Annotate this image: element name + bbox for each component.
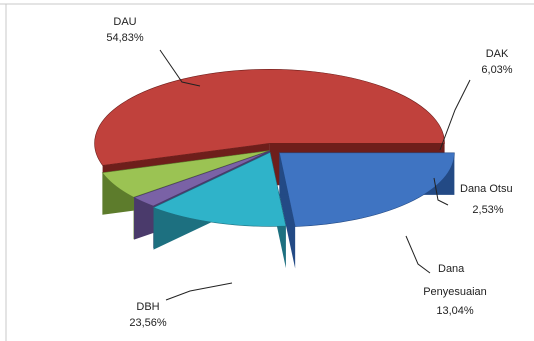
label-dana-otsus-value: 2,53% [472, 204, 503, 216]
pie-slice-dbh [279, 152, 455, 227]
leader-line-dana-penyesuaian [405, 235, 431, 274]
label-dau-value: 54,83% [106, 32, 144, 44]
pie-slice-dak [101, 150, 270, 198]
label-dbh-value: 23,56% [129, 317, 167, 329]
leader-line-dak [439, 79, 471, 151]
label-dana-penyesuaian-name-1: Dana [438, 263, 465, 275]
pie-slice-dana-penyesuaian [152, 151, 287, 227]
label-dana-penyesuaian-name-2: Penyesuaian [423, 286, 487, 298]
label-dak-value: 6,03% [481, 64, 512, 76]
label-dak-name: DAK [486, 48, 509, 60]
leader-line-dbh [165, 282, 233, 301]
leader-line-dana-otsus [433, 177, 449, 206]
pie-slice-dana-otsus [133, 150, 270, 207]
pie-slice-tops [94, 69, 455, 227]
pie-slice-dau [94, 69, 445, 166]
label-dana-penyesuaian-value: 13,04% [436, 305, 474, 317]
label-dbh-name: DBH [136, 301, 159, 313]
leader-line-dau [159, 49, 201, 87]
label-dau-name: DAU [113, 16, 136, 28]
label-dana-otsus-name: Dana Otsu [460, 183, 513, 195]
